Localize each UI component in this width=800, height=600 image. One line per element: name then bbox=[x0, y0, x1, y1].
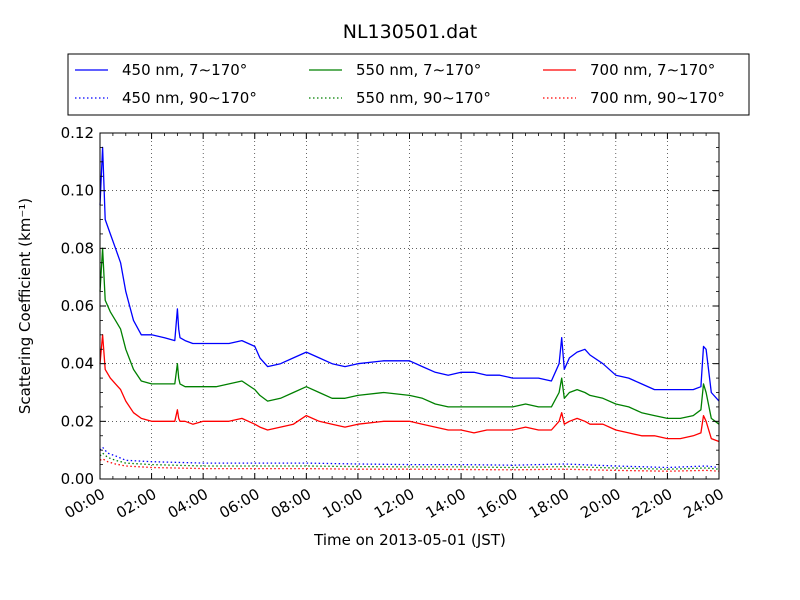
y-tick-label: 0.12 bbox=[61, 124, 94, 142]
x-tick-label: 04:00 bbox=[165, 485, 211, 522]
legend-box bbox=[67, 53, 750, 116]
axis-ticks: 00:00 02:00 04:00 06:00 08:00 10:00 12:00 14:00… bbox=[61, 124, 727, 522]
x-tick-label: 00:00 bbox=[62, 485, 108, 522]
y-tick-label: 0.04 bbox=[61, 355, 94, 373]
legend-label-2: 550 nm, 7∼170° bbox=[356, 61, 481, 79]
legend: 450 nm, 7∼170° 550 nm, 7∼170° 700 nm, 7∼17… bbox=[67, 53, 750, 116]
series-layer bbox=[99, 146, 720, 472]
x-tick-label: 12:00 bbox=[371, 485, 417, 522]
x-tick-label: 14:00 bbox=[423, 485, 469, 522]
x-tick-label: 24:00 bbox=[681, 485, 727, 522]
x-tick-label: 10:00 bbox=[319, 485, 365, 522]
series-line-3 bbox=[99, 452, 720, 470]
x-tick-label: 02:00 bbox=[113, 485, 159, 522]
y-tick-label: 0.06 bbox=[61, 297, 94, 315]
chart-title: NL130501.dat bbox=[343, 21, 478, 43]
x-axis-label: Time on 2013-05-01 (JST) bbox=[313, 531, 506, 549]
x-tick-label: 08:00 bbox=[268, 485, 314, 522]
series-line-1 bbox=[99, 446, 720, 469]
y-tick-label: 0.10 bbox=[61, 182, 94, 200]
legend-label-3: 550 nm, 90∼170° bbox=[356, 89, 491, 107]
x-tick-label: 06:00 bbox=[216, 485, 262, 522]
legend-label-4: 700 nm, 7∼170° bbox=[590, 61, 715, 79]
y-tick-label: 0.08 bbox=[61, 239, 94, 257]
legend-label-0: 450 nm, 7∼170° bbox=[122, 61, 247, 79]
y-axis-label: Scattering Coefficient (km⁻¹) bbox=[16, 198, 34, 414]
legend-label-1: 450 nm, 90∼170° bbox=[122, 89, 257, 107]
legend-label-5: 700 nm, 90∼170° bbox=[590, 89, 725, 107]
series-line-2 bbox=[99, 247, 720, 425]
x-tick-label: 22:00 bbox=[629, 485, 675, 522]
series-line-0 bbox=[99, 146, 720, 402]
x-tick-label: 20:00 bbox=[577, 485, 623, 522]
y-tick-label: 0.00 bbox=[61, 470, 94, 488]
y-tick-label: 0.02 bbox=[61, 412, 94, 430]
x-tick-label: 18:00 bbox=[526, 485, 572, 522]
grid bbox=[100, 133, 719, 479]
series-line-4 bbox=[99, 334, 720, 443]
x-tick-label: 16:00 bbox=[474, 485, 520, 522]
